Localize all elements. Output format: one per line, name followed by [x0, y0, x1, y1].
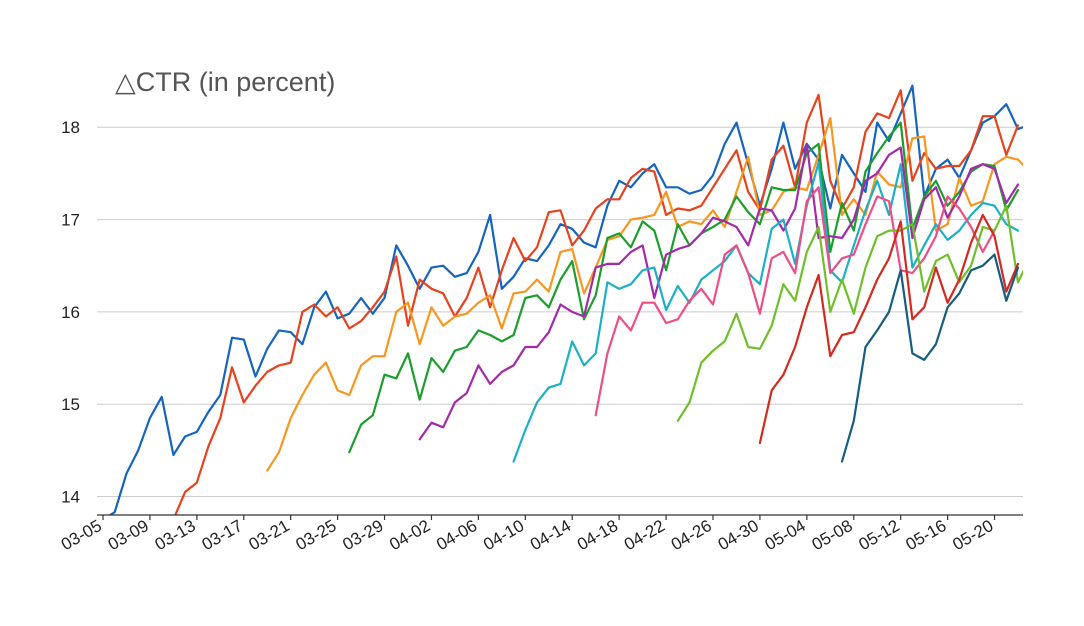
chart-title: △CTR (in percent)	[115, 67, 335, 97]
x-tick-label: 04-10	[480, 516, 527, 554]
x-tick-label: 05-04	[762, 516, 809, 554]
x-tick-label: 03-29	[339, 516, 386, 554]
y-tick-label: 17	[61, 211, 80, 230]
x-tick-label: 03-25	[292, 516, 339, 554]
y-tick-label: 15	[61, 395, 80, 414]
x-tick-label: 05-08	[809, 516, 856, 554]
series-line-6	[512, 161, 1020, 463]
x-tick-label: 03-13	[152, 516, 199, 554]
x-tick-label: 04-14	[527, 516, 574, 554]
x-tick-label: 04-30	[715, 516, 762, 554]
x-tick-label: 04-02	[386, 516, 433, 554]
x-tick-label: 04-22	[621, 516, 668, 554]
x-tick-label: 05-12	[856, 516, 903, 554]
x-tick-label: 03-09	[105, 516, 152, 554]
y-axis-ticks: 14 15 16 17 18	[61, 118, 80, 506]
x-tick-label: 04-26	[668, 516, 715, 554]
x-tick-label: 04-06	[433, 516, 480, 554]
series-line-10	[840, 253, 1020, 463]
x-tick-label: 04-18	[574, 516, 621, 554]
y-tick-label: 18	[61, 118, 80, 137]
series-lines	[108, 84, 1023, 515]
y-tick-label: 16	[61, 303, 80, 322]
x-axis-ticks: 03-05 03-09 03-13 03-17 03-21 03-25 03-29 04-02…	[58, 515, 997, 554]
series-line-7	[594, 186, 996, 417]
x-tick-label: 03-17	[199, 516, 246, 554]
x-tick-label: 03-21	[246, 516, 293, 554]
x-tick-label: 03-05	[58, 516, 105, 554]
x-tick-label: 05-20	[949, 516, 996, 554]
series-line-9	[758, 213, 1020, 445]
series-line-4	[348, 121, 1020, 454]
gridlines	[97, 126, 1023, 498]
y-tick-label: 14	[61, 488, 80, 507]
x-tick-label: 05-16	[902, 516, 949, 554]
series-line-2	[174, 89, 1020, 515]
series-line-8	[676, 204, 1023, 422]
series-line-3	[266, 116, 1023, 472]
series-line-5	[418, 142, 1020, 441]
